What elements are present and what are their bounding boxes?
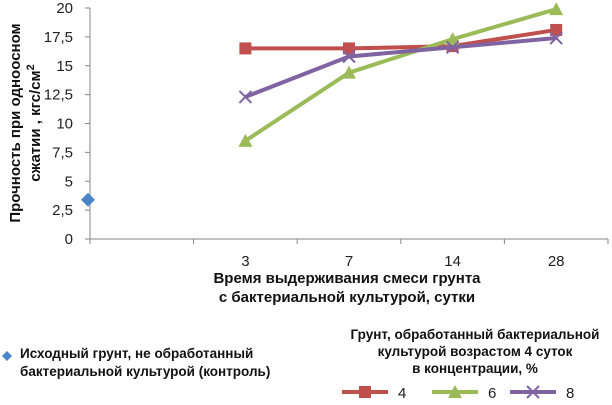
series-4-point — [343, 42, 355, 55]
series-8-point — [445, 40, 460, 54]
control-point — [81, 192, 95, 207]
series-legend-title-line3: в концентрации, % — [412, 361, 538, 376]
series-6-point — [549, 2, 564, 16]
legend-label-4: 4 — [398, 385, 406, 402]
legend-label-8: 8 — [566, 385, 574, 402]
x-tick-label: 3 — [241, 253, 249, 270]
series-8-point — [342, 49, 356, 64]
y-tick-label: 0 — [65, 231, 73, 248]
x-axis-title-line1: Время выдерживания смеси грунта — [213, 270, 481, 287]
legend-label-6: 6 — [488, 385, 496, 402]
series-6-point — [238, 133, 253, 147]
legend-marker-6 — [448, 385, 462, 398]
y-tick-label: 10 — [56, 116, 73, 133]
control-legend-line2: бактериальной культурой (контроль) — [20, 364, 270, 379]
x-axis-title-line2: с бактериальной культурой, сутки — [219, 289, 475, 306]
y-axis-title-line2: сжатии , кгс/см2 — [25, 64, 44, 181]
series-4-point — [239, 42, 252, 55]
series-8-point — [549, 31, 563, 45]
series-line-8 — [244, 36, 557, 99]
series-line-6 — [244, 7, 557, 143]
y-axis-title-line2-main: сжатии , кгс/см — [27, 70, 44, 181]
x-tick-label: 28 — [548, 253, 565, 270]
y-tick-label: 5 — [65, 173, 73, 190]
y-tick-label: 17,5 — [44, 29, 73, 46]
control-legend-marker — [2, 351, 12, 361]
y-tick-label: 15 — [56, 58, 73, 75]
series-6-point — [445, 32, 460, 46]
x-tick-label: 14 — [444, 253, 461, 270]
series-6-point — [342, 65, 356, 79]
legend-marker-8 — [526, 385, 540, 399]
series-8-point — [238, 90, 253, 104]
x-tick-label: 7 — [345, 253, 353, 270]
y-axis-title-line2-sup: 2 — [25, 64, 37, 70]
y-tick-label: 20 — [56, 0, 73, 17]
series-legend-title-line1: Грунт, обработанный бактериальной — [351, 327, 600, 342]
series-legend-title-line2: культурой возрастом 4 суток — [378, 344, 573, 359]
y-axis-title-line1: Прочность при одноосном — [7, 23, 24, 222]
series-4-point — [550, 23, 563, 36]
series-line-4 — [245, 27, 557, 51]
y-tick-label: 12,5 — [44, 87, 73, 104]
control-legend-line1: Исходный грунт, не обработанный — [20, 346, 253, 361]
legend-marker-4 — [359, 386, 371, 398]
y-tick-label: 7,5 — [52, 144, 73, 161]
y-tick-label: 2,5 — [52, 202, 73, 219]
